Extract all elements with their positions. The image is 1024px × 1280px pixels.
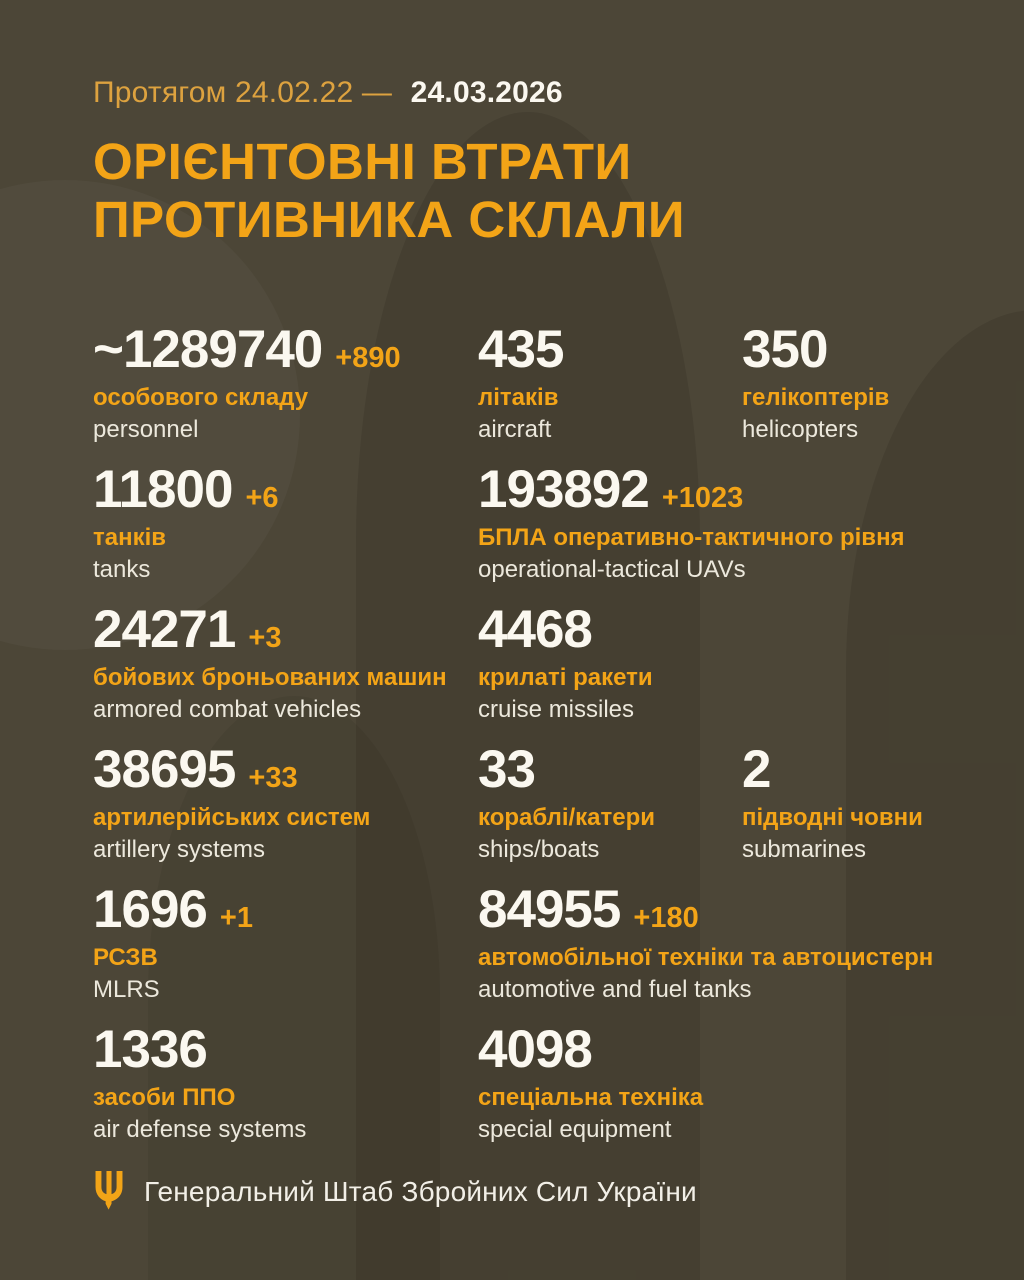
- stat-personnel: ~1289740 +890 особового складу personnel: [93, 322, 478, 462]
- stat-uavs: 193892 +1023 БПЛА оперативно-тактичного р…: [478, 462, 993, 602]
- stat-special-equipment: 4098 спеціальна техніка special equipmen…: [478, 1022, 993, 1162]
- stat-label-en: MLRS: [93, 975, 160, 1003]
- stat-label-ua: кораблі/катери: [478, 803, 656, 831]
- stat-delta: +180: [633, 902, 699, 934]
- page-title-line2: ПРОТИВНИКА СКЛАЛИ: [93, 191, 686, 249]
- stat-label-en: operational-tactical UAVs: [478, 555, 746, 583]
- stat-label-en: submarines: [742, 835, 867, 863]
- stat-aircraft: 435 літаків aircraft: [478, 322, 742, 462]
- stat-label-ua: артилерійських систем: [93, 803, 371, 831]
- stat-delta: +890: [335, 342, 401, 374]
- stat-label-ua: особового складу: [93, 383, 309, 411]
- stat-label-ua: танків: [93, 523, 167, 551]
- stat-submarines: 2 підводні човни submarines: [742, 742, 993, 882]
- stat-label-en: ships/boats: [478, 835, 600, 863]
- stat-value: 33: [478, 740, 536, 799]
- source-attribution: Генеральний Штаб Збройних Сил України: [144, 1176, 697, 1207]
- stat-value: 1336: [93, 1020, 208, 1079]
- stat-automotive-fuel-tanks: 84955 +180 автомобільної техніки та автоц…: [478, 882, 993, 1022]
- stat-delta: +1: [219, 902, 253, 934]
- stat-delta: +1023: [661, 482, 744, 514]
- footer: Генеральний Штаб Збройних Сил України: [93, 1170, 697, 1214]
- stat-tanks: 11800 +6 танків tanks: [93, 462, 478, 602]
- stat-label-en: artillery systems: [93, 835, 266, 863]
- stat-helicopters: 350 гелікоптерів helicopters: [742, 322, 993, 462]
- stat-delta: +3: [248, 622, 282, 654]
- stat-air-defense: 1336 засоби ППО air defense systems: [93, 1022, 478, 1162]
- stat-value: 1696: [93, 880, 208, 939]
- stat-armored-combat-vehicles: 24271 +3 бойових броньованих машин armore…: [93, 602, 478, 742]
- stat-label-en: helicopters: [742, 415, 859, 443]
- stat-label-ua: засоби ППО: [93, 1083, 236, 1111]
- stat-label-ua: літаків: [478, 383, 559, 411]
- stat-label-en: cruise missiles: [478, 695, 635, 723]
- stat-value: 435: [478, 320, 564, 379]
- watermark-tryzub-center-prong: [356, 112, 700, 1280]
- stat-label-ua: РСЗВ: [93, 943, 158, 971]
- stat-label-ua: крилаті ракети: [478, 663, 653, 691]
- stat-label-en: tanks: [93, 555, 151, 583]
- stat-delta: +33: [248, 762, 298, 794]
- stat-value: 350: [742, 320, 828, 379]
- date-period-label: Протягом 24.02.22 —: [93, 76, 393, 109]
- stat-label-en: personnel: [93, 415, 199, 443]
- stat-label-en: armored combat vehicles: [93, 695, 362, 723]
- stat-delta: +6: [245, 482, 279, 514]
- stat-value: 24271: [93, 600, 236, 659]
- stat-label-en: air defense systems: [93, 1115, 307, 1143]
- date-current: 24.03.2026: [410, 76, 563, 109]
- stat-label-en: special equipment: [478, 1115, 672, 1143]
- stat-value: 4098: [478, 1020, 593, 1079]
- stat-value: 193892: [478, 460, 650, 519]
- page-title-line1: ОРІЄНТОВНІ ВТРАТИ: [93, 133, 632, 190]
- stat-label-ua: БПЛА оперативно-тактичного рівня: [478, 523, 905, 551]
- page-title: ОРІЄНТОВНІ ВТРАТИ ПРОТИВНИКА СКЛАЛИ: [93, 133, 994, 249]
- stat-mlrs: 1696 +1 РСЗВ MLRS: [93, 882, 478, 1022]
- header: Протягом 24.02.22 — 24.03.2026 ОРІЄНТОВН…: [93, 76, 994, 249]
- stat-label-ua: спеціальна техніка: [478, 1083, 704, 1111]
- stat-value: 38695: [93, 740, 236, 799]
- stat-cruise-missiles: 4468 крилаті ракети cruise missiles: [478, 602, 993, 742]
- stat-value: 84955: [478, 880, 621, 939]
- stat-label-ua: підводні човни: [742, 803, 923, 831]
- stat-label-ua: бойових броньованих машин: [93, 663, 447, 691]
- date-range: Протягом 24.02.22 — 24.03.2026: [93, 76, 994, 109]
- stat-label-en: automotive and fuel tanks: [478, 975, 752, 1003]
- stats-grid: ~1289740 +890 особового складу personnel …: [93, 322, 993, 1162]
- stat-value: ~1289740: [93, 320, 323, 379]
- stat-label-ua: гелікоптерів: [742, 383, 890, 411]
- stat-label-ua: автомобільної техніки та автоцистерн: [478, 943, 934, 971]
- stat-ships-boats: 33 кораблі/катери ships/boats: [478, 742, 742, 882]
- stat-artillery-systems: 38695 +33 артилерійських систем artillery…: [93, 742, 478, 882]
- tryzub-icon: [95, 1170, 123, 1210]
- stat-value: 2: [742, 740, 772, 799]
- stat-value: 11800: [93, 460, 233, 519]
- stat-label-en: aircraft: [478, 415, 552, 443]
- watermark-tryzub-left-prong: [148, 696, 440, 1280]
- stat-value: 4468: [478, 600, 593, 659]
